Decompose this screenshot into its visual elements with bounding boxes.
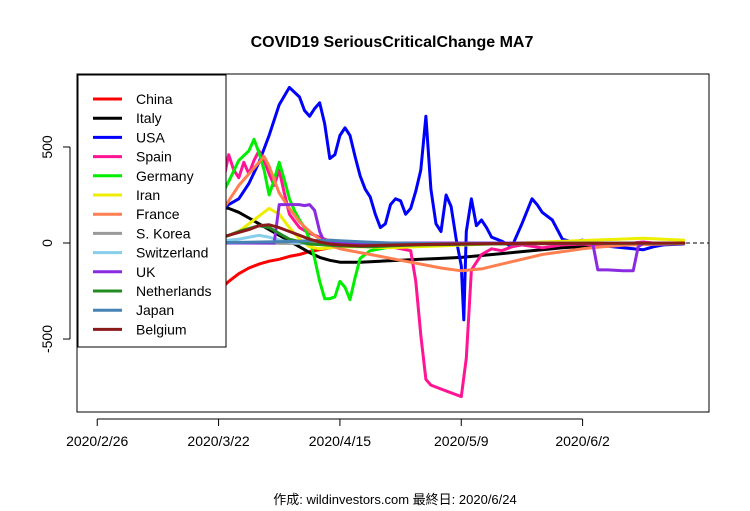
y-tick-label: 0	[39, 239, 55, 247]
y-tick-label: 500	[39, 135, 55, 159]
legend-item-france: France	[93, 206, 180, 222]
legend-item-italy: Italy	[93, 110, 162, 126]
x-axis: 2020/2/26 2020/3/22 2020/4/15 2020/5/9 2020/…	[66, 418, 610, 449]
legend-item-iran: Iran	[93, 187, 160, 203]
legend-label: Spain	[136, 149, 172, 165]
x-tick-label: 2020/3/22	[187, 433, 249, 449]
legend-item-netherlands: Netherlands	[93, 283, 212, 299]
series-line-usa	[110, 85, 686, 322]
series-line-belgium	[186, 223, 686, 248]
x-tick-label: 2020/6/2	[555, 433, 610, 449]
legend-item-germany: Germany	[93, 168, 194, 184]
legend-label: Belgium	[136, 321, 187, 337]
legend-label: China	[136, 91, 173, 107]
legend-label: UK	[136, 264, 156, 280]
legend-label: Japan	[136, 302, 174, 318]
legend-label: Germany	[136, 168, 194, 184]
legend-item-usa: USA	[93, 129, 165, 145]
legend: China Italy USA Spain Germany Iran France S. Ko…	[77, 74, 227, 348]
legend-item-uk: UK	[93, 264, 156, 280]
legend-label: USA	[136, 129, 165, 145]
chart-caption: 作成: wildinvestors.com 最終日: 2020/6/24	[273, 492, 516, 507]
legend-label: Switzerland	[136, 245, 208, 261]
legend-label: Iran	[136, 187, 160, 203]
legend-item-s-korea: S. Korea	[93, 225, 191, 241]
series-line-iran	[186, 206, 686, 251]
x-tick-label: 2020/4/15	[309, 433, 371, 449]
legend-item-japan: Japan	[93, 302, 174, 318]
series-line-france	[186, 155, 686, 273]
x-tick-label: 2020/5/9	[434, 433, 489, 449]
legend-label: Italy	[136, 110, 162, 126]
legend-box	[77, 74, 227, 348]
legend-item-china: China	[93, 91, 173, 107]
legend-item-switzerland: Switzerland	[93, 245, 208, 261]
plot-frame	[76, 73, 710, 413]
y-tick-label: -500	[39, 325, 55, 353]
legend-item-spain: Spain	[93, 149, 172, 165]
legend-item-belgium: Belgium	[93, 321, 187, 337]
y-axis: 500 0 -500	[39, 135, 71, 353]
chart-title: COVID19 SeriousCriticalChange MA7	[251, 34, 534, 51]
legend-label: S. Korea	[136, 225, 191, 241]
legend-label: France	[136, 206, 180, 222]
x-tick-label: 2020/2/26	[66, 433, 128, 449]
legend-label: Netherlands	[136, 283, 212, 299]
